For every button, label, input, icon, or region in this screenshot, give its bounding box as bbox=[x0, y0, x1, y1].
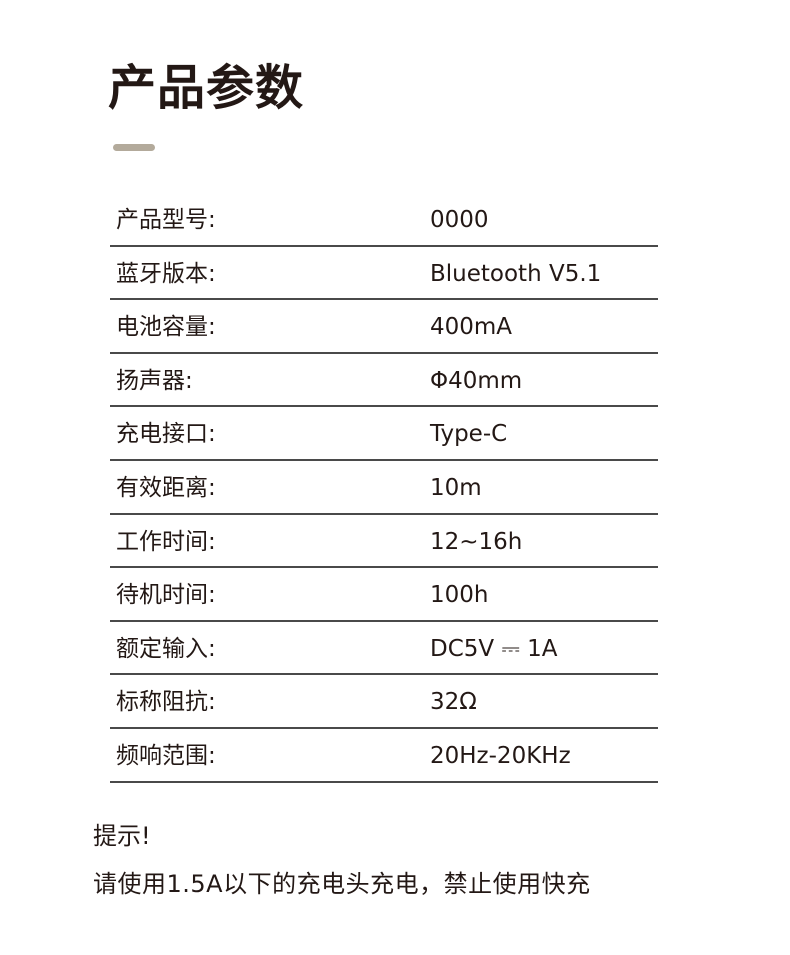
spec-row: 标称阻抗: 32Ω bbox=[110, 675, 658, 729]
spec-value: Φ40mm bbox=[430, 367, 523, 394]
spec-label: 充电接口: bbox=[116, 421, 216, 448]
spec-label: 有效距离: bbox=[116, 474, 216, 501]
spec-row: 扬声器: Φ40mm bbox=[110, 354, 658, 408]
title-underline-accent bbox=[113, 144, 155, 151]
spec-row: 额定输入: DC5V ⎓ 1A bbox=[110, 622, 658, 676]
spec-row: 充电接口: Type-C bbox=[110, 407, 658, 461]
spec-value: 20Hz-20KHz bbox=[430, 742, 571, 769]
spec-table: 产品型号: 0000 蓝牙版本: Bluetooth V5.1 电池容量: 400mA 扬声… bbox=[110, 193, 658, 783]
spec-value: Type-C bbox=[430, 421, 508, 448]
spec-value: 100h bbox=[430, 582, 489, 609]
spec-label: 额定输入: bbox=[116, 635, 216, 662]
spec-label: 标称阻抗: bbox=[116, 689, 216, 716]
spec-row: 产品型号: 0000 bbox=[110, 193, 658, 247]
spec-label: 产品型号: bbox=[116, 207, 216, 233]
spec-row: 待机时间: 100h bbox=[110, 568, 658, 622]
spec-label: 频响范围: bbox=[116, 742, 216, 769]
tip-title: 提示! bbox=[93, 822, 151, 850]
spec-value: 32Ω bbox=[430, 689, 477, 716]
spec-row: 有效距离: 10m bbox=[110, 461, 658, 515]
spec-value: 400mA bbox=[430, 314, 513, 341]
spec-value: 12~16h bbox=[430, 528, 523, 555]
spec-value: 0000 bbox=[430, 207, 489, 233]
spec-label: 待机时间: bbox=[116, 582, 216, 609]
spec-label: 电池容量: bbox=[116, 314, 216, 341]
spec-label: 工作时间: bbox=[116, 528, 216, 555]
spec-value: Bluetooth V5.1 bbox=[430, 260, 602, 287]
page-title: 产品参数 bbox=[108, 60, 305, 116]
spec-row: 蓝牙版本: Bluetooth V5.1 bbox=[110, 247, 658, 301]
spec-label: 扬声器: bbox=[116, 367, 193, 394]
spec-row: 电池容量: 400mA bbox=[110, 300, 658, 354]
spec-value: DC5V ⎓ 1A bbox=[430, 635, 558, 662]
spec-label: 蓝牙版本: bbox=[116, 260, 216, 287]
tip-text: 请使用1.5A以下的充电头充电，禁止使用快充 bbox=[93, 870, 591, 898]
spec-value: 10m bbox=[430, 474, 482, 501]
spec-row: 工作时间: 12~16h bbox=[110, 515, 658, 569]
spec-row: 频响范围: 20Hz-20KHz bbox=[110, 729, 658, 783]
